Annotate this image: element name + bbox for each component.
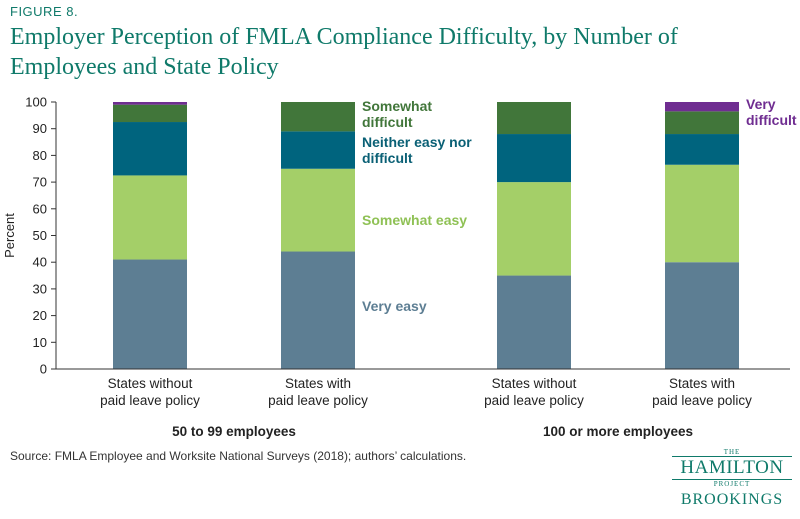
bar-segment xyxy=(665,111,739,135)
bar-segment xyxy=(497,102,571,135)
bar-segment xyxy=(665,134,739,165)
x-category-label: paid leave policy xyxy=(652,393,752,408)
x-category-label: paid leave policy xyxy=(484,393,584,408)
bar-segment xyxy=(113,102,187,105)
y-tick-label: 80 xyxy=(33,148,47,163)
series-label: difficult xyxy=(362,114,413,130)
y-axis-label: Percent xyxy=(2,213,17,258)
y-tick-label: 90 xyxy=(33,121,47,136)
bar-segment xyxy=(281,251,355,369)
x-category-label: paid leave policy xyxy=(100,393,200,408)
bar-segment xyxy=(113,122,187,176)
y-tick-label: 100 xyxy=(25,95,47,110)
chart-title-line-1: Employer Perception of FMLA Compliance D… xyxy=(10,24,678,50)
series-label: Somewhat easy xyxy=(362,212,467,228)
y-tick-label: 70 xyxy=(33,175,47,190)
bar-segment xyxy=(665,102,739,112)
logo-hamilton: HAMILTON xyxy=(672,456,792,480)
bar-segment xyxy=(281,131,355,169)
y-tick-label: 0 xyxy=(40,362,47,377)
bar-segment xyxy=(113,104,187,123)
stacked-bar-chart: 0 10 20 30 40 50 60 70 80 90 100 Percent States with… xyxy=(2,95,797,440)
y-tick-label: 10 xyxy=(33,335,47,350)
hamilton-brookings-logo: THE HAMILTON PROJECT BROOKINGS xyxy=(668,448,796,512)
x-group-label: 100 or more employees xyxy=(543,424,693,439)
series-label: difficult xyxy=(746,112,797,128)
series-label: Very xyxy=(746,96,776,112)
bar-segment xyxy=(113,259,187,369)
y-tick-label: 40 xyxy=(33,255,47,270)
y-tick-label: 50 xyxy=(33,228,47,243)
y-tick-label: 20 xyxy=(33,308,47,323)
chart-title: Employer Perception of FMLA Compliance D… xyxy=(10,22,790,82)
bar-segment xyxy=(665,164,739,263)
bar-segment xyxy=(497,134,571,183)
source-note: Source: FMLA Employee and Worksite Natio… xyxy=(10,449,467,463)
bar-segment xyxy=(497,275,571,369)
logo-project: PROJECT xyxy=(713,480,751,488)
series-label: Very easy xyxy=(362,298,427,314)
series-label: Neither easy nor xyxy=(362,134,472,150)
y-tick-label: 30 xyxy=(33,281,47,296)
series-label: difficult xyxy=(362,150,413,166)
series-label: Somewhat xyxy=(362,98,432,114)
x-category-label: States with xyxy=(285,376,351,391)
y-tick-label: 60 xyxy=(33,201,47,216)
x-group-label: 50 to 99 employees xyxy=(172,424,296,439)
logo-brookings: BROOKINGS xyxy=(680,491,784,508)
bar-segment xyxy=(497,182,571,276)
x-category-label: States with xyxy=(669,376,735,391)
bar-segment xyxy=(281,102,355,132)
x-category-label: paid leave policy xyxy=(268,393,368,408)
bar-segment xyxy=(113,175,187,260)
logo-the: THE xyxy=(723,448,741,456)
x-category-label: States without xyxy=(108,376,193,391)
bar-segment xyxy=(281,168,355,252)
x-category-label: States without xyxy=(492,376,577,391)
bar-segment xyxy=(665,262,739,369)
chart-title-line-2: Employees and State Policy xyxy=(10,54,279,80)
figure-label: FIGURE 8. xyxy=(10,4,79,19)
